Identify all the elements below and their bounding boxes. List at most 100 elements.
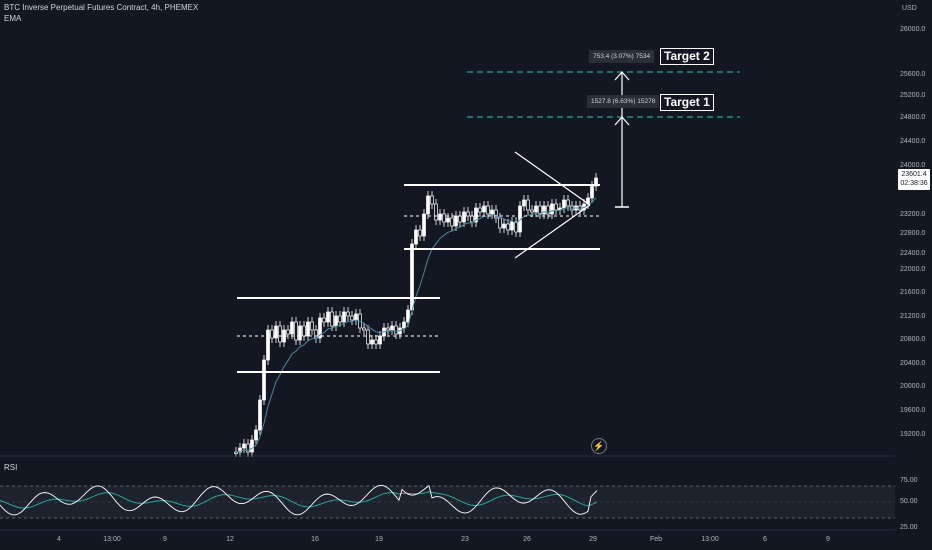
candle-body xyxy=(494,209,498,219)
chart-title: BTC Inverse Perpetual Futures Contract, … xyxy=(4,3,199,12)
candle-body xyxy=(386,327,390,331)
candle-body xyxy=(250,439,254,453)
price-tick-label: 22800.0 xyxy=(900,230,926,237)
candle-body xyxy=(458,215,462,223)
candle-body xyxy=(262,359,266,401)
candle-body xyxy=(346,311,350,317)
lightning-icon[interactable]: ⚡ xyxy=(591,438,607,454)
price-tick-label: 22000.0 xyxy=(900,266,926,273)
price-tick-label: 26000.0 xyxy=(900,26,926,33)
candle-body xyxy=(526,199,530,211)
bar-countdown: 02:38:36 xyxy=(900,180,928,187)
candle-body xyxy=(562,199,566,209)
candle-body xyxy=(390,325,394,331)
price-candles xyxy=(234,173,598,457)
candle-body xyxy=(462,211,466,223)
indicator-label-ema[interactable]: EMA xyxy=(4,14,22,23)
target-1-label[interactable]: Target 1 xyxy=(660,94,714,111)
candle-body xyxy=(506,223,510,231)
price-tick-label: 19200.0 xyxy=(900,431,926,438)
triangle-lower-line xyxy=(514,204,591,259)
candle-body xyxy=(414,229,418,245)
candle-body xyxy=(446,217,450,223)
candle-body xyxy=(306,321,310,337)
price-tick-label: 25600.0 xyxy=(900,71,926,78)
candle-body xyxy=(366,329,370,345)
time-tick-label: 16 xyxy=(311,536,319,543)
time-tick-label: 29 xyxy=(589,536,597,543)
time-tick-label: 23 xyxy=(461,536,469,543)
candle-body xyxy=(342,311,346,323)
measure-label-upper: 753.4 (3.07%) 7534 xyxy=(589,50,655,63)
candle-body xyxy=(378,335,382,345)
candle-body xyxy=(402,321,406,329)
candle-body xyxy=(290,321,294,335)
candle-body xyxy=(326,311,330,323)
candle-body xyxy=(430,195,434,205)
time-tick-label: 13:00 xyxy=(701,536,719,543)
measure-label-lower: 1527.8 (6.63%) 15278 xyxy=(587,95,660,108)
candle-body xyxy=(246,443,250,453)
candle-body xyxy=(286,329,290,335)
rsi-label[interactable]: RSI xyxy=(4,463,18,472)
rsi-tick-25: 25.00 xyxy=(900,524,918,531)
price-tick-label: 22400.0 xyxy=(900,250,926,257)
candle-body xyxy=(542,205,546,215)
candle-body xyxy=(302,325,306,337)
time-tick-label: 19 xyxy=(375,536,383,543)
candle-body xyxy=(422,213,426,237)
price-tick-label: 21600.0 xyxy=(900,289,926,296)
candle-body xyxy=(350,315,354,321)
candle-body xyxy=(482,205,486,213)
candle-body xyxy=(510,221,514,231)
candle-body xyxy=(442,213,446,223)
price-tick-label: 20400.0 xyxy=(900,360,926,367)
candle-body xyxy=(362,327,366,331)
candle-body xyxy=(258,399,262,431)
candle-body xyxy=(546,205,550,215)
candle-body xyxy=(438,213,442,221)
candle-body xyxy=(418,229,422,237)
last-price-tag: 23601.4 02:38:36 xyxy=(898,169,930,190)
candle-body xyxy=(434,203,438,221)
candle-body xyxy=(514,221,518,233)
candle-body xyxy=(334,315,338,327)
time-tick-label: 9 xyxy=(163,536,167,543)
price-axis-unit: USD xyxy=(902,5,917,12)
candle-body xyxy=(410,243,414,311)
time-tick-label: Feb xyxy=(649,536,663,543)
candle-body xyxy=(454,215,458,227)
time-tick-label: 4 xyxy=(57,536,61,543)
candle-body xyxy=(470,215,474,223)
time-tick-label: 13:00 xyxy=(103,536,121,543)
candle-body xyxy=(502,223,506,229)
rsi-tick-50: 50.00 xyxy=(900,498,918,505)
price-tick-label: 25200.0 xyxy=(900,92,926,99)
triangle-upper-line xyxy=(514,151,591,206)
candle-body xyxy=(406,309,410,323)
candle-body xyxy=(266,329,270,361)
candle-body xyxy=(238,447,242,453)
time-tick-label: 9 xyxy=(826,536,830,543)
target-2-label[interactable]: Target 2 xyxy=(660,48,714,65)
candle-body xyxy=(498,217,502,229)
price-tick-label: 20000.0 xyxy=(900,383,926,390)
candle-body xyxy=(538,205,542,215)
candle-body xyxy=(294,321,298,341)
candle-body xyxy=(426,195,430,215)
candle-body xyxy=(310,321,314,331)
rsi-tick-75: 75.00 xyxy=(900,477,918,484)
candle-body xyxy=(370,339,374,345)
price-tick-label: 19600.0 xyxy=(900,407,926,414)
candle-body xyxy=(322,317,326,323)
candle-body xyxy=(566,199,570,207)
time-tick-label: 6 xyxy=(763,536,767,543)
candle-body xyxy=(522,199,526,207)
candle-body xyxy=(550,203,554,215)
time-tick-label: 26 xyxy=(523,536,531,543)
candle-body xyxy=(486,205,490,215)
candle-body xyxy=(354,313,358,321)
candle-body xyxy=(330,311,334,327)
candle-body xyxy=(534,205,538,213)
